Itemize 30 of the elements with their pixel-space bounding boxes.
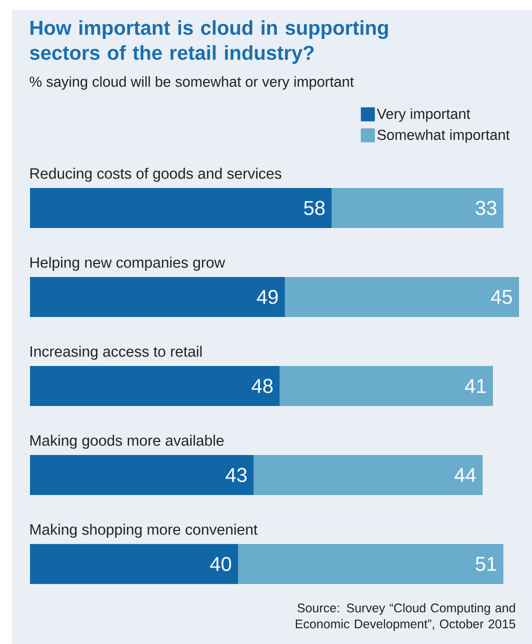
data-label: 33 — [476, 200, 496, 216]
bar — [30, 188, 332, 228]
data-label: 43 — [226, 468, 247, 482]
data-label: 44 — [454, 468, 476, 482]
data-label: 58 — [304, 200, 325, 216]
y-tick-label: Helping new companies grow — [30, 256, 226, 271]
bar — [254, 454, 483, 495]
data-label: 41 — [464, 379, 486, 393]
bar — [30, 544, 238, 584]
legend-label: Very important — [376, 108, 470, 122]
data-label: 40 — [210, 556, 232, 572]
data-label: 45 — [491, 290, 512, 304]
bar — [30, 454, 254, 495]
y-tick-label: Making goods more available — [30, 434, 224, 449]
y-tick-label: Increasing access to retail — [30, 346, 202, 360]
y-tick-label: Making shopping more convenient — [30, 524, 258, 538]
bar — [30, 366, 280, 406]
chart-title: How important is cloud in supporting sectors of the retail industry? — [30, 20, 388, 64]
bar — [280, 366, 493, 406]
bar — [332, 188, 504, 228]
data-label: 49 — [256, 290, 278, 304]
source-note: Source: Survey “Cloud Computing and Economic Development”, October 2015 — [296, 603, 516, 631]
data-label: 48 — [252, 378, 273, 394]
chart-subtitle: % saying cloud will be somewhat or very important — [30, 76, 354, 90]
bar — [238, 544, 504, 584]
data-label: 51 — [476, 557, 496, 571]
y-tick-label: Reducing costs of goods and services — [30, 168, 282, 182]
bar — [284, 277, 519, 317]
bar — [30, 277, 285, 317]
legend-label: Somewhat important — [377, 129, 510, 143]
